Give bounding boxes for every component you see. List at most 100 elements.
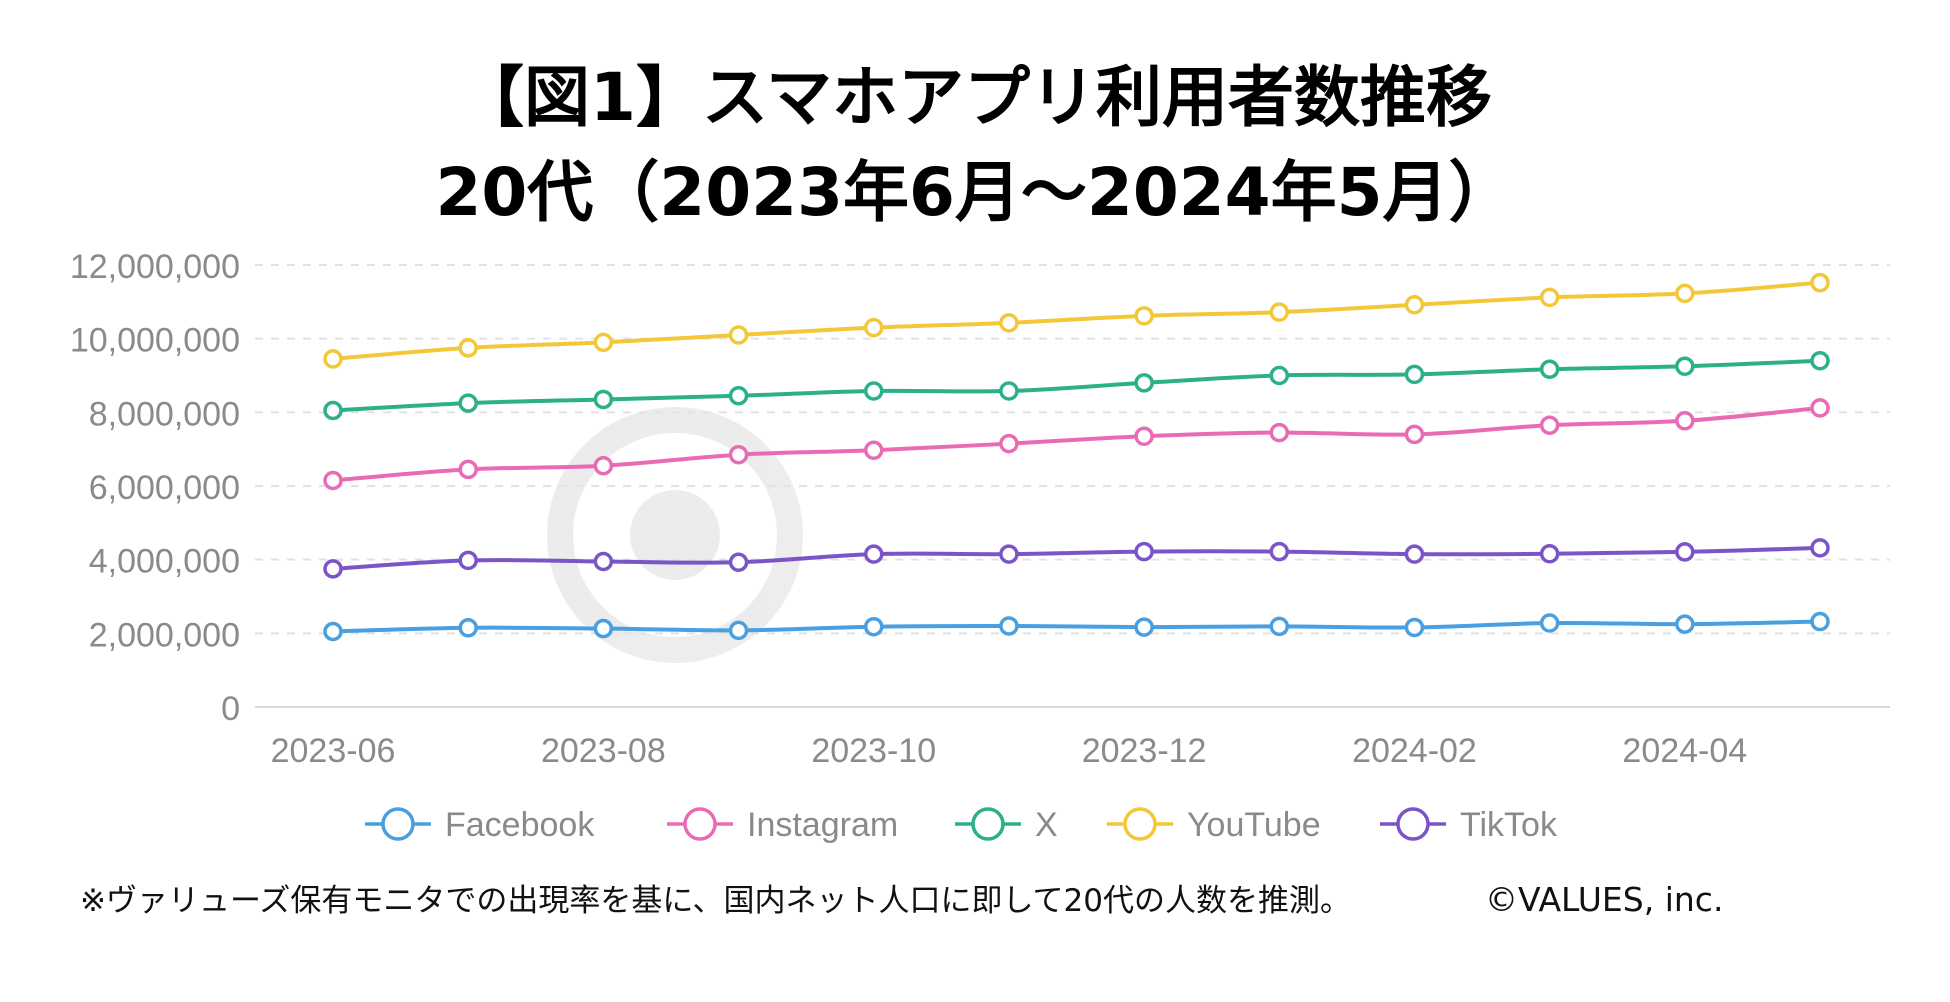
legend-item-tiktok[interactable]: TikTok [1380, 806, 1558, 844]
series-line-instagram [332, 405, 1821, 483]
data-point-x [1269, 365, 1290, 386]
data-point-tiktok [1675, 542, 1695, 562]
data-point-facebook [999, 616, 1019, 636]
data-point-youtube [593, 332, 614, 353]
data-point-tiktok [1269, 541, 1290, 562]
data-point-facebook [1269, 616, 1290, 637]
y-tick-label: 8,000,000 [89, 395, 240, 433]
x-tick-label: 2023-10 [811, 732, 936, 770]
data-point-x [1810, 351, 1830, 371]
series-instagram [323, 398, 1830, 491]
data-point-youtube [323, 349, 343, 369]
data-point-facebook [593, 618, 614, 639]
legend-item-facebook[interactable]: Facebook [365, 806, 595, 844]
data-point-x [1134, 373, 1154, 393]
data-point-instagram [1404, 424, 1425, 445]
legend-item-youtube[interactable]: YouTube [1107, 806, 1321, 844]
copyright: ©VALUES, inc. [1485, 880, 1723, 919]
data-point-instagram [863, 440, 884, 461]
data-point-tiktok [458, 550, 478, 571]
data-point-x [1539, 359, 1560, 379]
data-point-instagram [1539, 415, 1560, 435]
x-tick-label: 2023-12 [1082, 732, 1207, 770]
x-tick-label: 2024-02 [1352, 732, 1477, 770]
legend-label: Facebook [445, 806, 595, 844]
data-point-instagram [999, 433, 1019, 454]
data-point-tiktok [863, 544, 884, 564]
data-point-youtube [999, 313, 1019, 333]
data-point-tiktok [1810, 538, 1830, 558]
data-point-x [1404, 364, 1425, 385]
data-point-youtube [1539, 287, 1560, 308]
data-point-facebook [1675, 614, 1695, 634]
data-point-instagram [593, 455, 614, 476]
data-point-facebook [863, 616, 884, 637]
data-point-instagram [1134, 426, 1154, 447]
footnote: ※ヴァリューズ保有モニタでの出現率を基に、国内ネット人口に即して20代の人数を推… [80, 883, 1351, 919]
data-point-instagram [728, 444, 749, 465]
data-point-tiktok [593, 551, 614, 572]
series-tiktok [323, 538, 1830, 579]
data-point-facebook [1404, 617, 1425, 638]
data-point-facebook [1134, 617, 1154, 637]
y-tick-label: 10,000,000 [70, 322, 240, 360]
data-point-youtube [458, 338, 478, 358]
series-youtube [323, 272, 1830, 369]
legend-item-instagram[interactable]: Instagram [667, 806, 898, 844]
legend-marker-icon [1123, 807, 1157, 841]
data-point-youtube [863, 317, 884, 338]
x-tick-label: 2024-04 [1622, 732, 1747, 770]
x-axis: 2023-06 2023-08 2023-10 2023-12 2024-02 2024-… [271, 732, 1748, 770]
legend-label: TikTok [1460, 806, 1558, 844]
data-point-x [863, 381, 884, 401]
data-point-tiktok [1134, 541, 1154, 562]
data-point-instagram [1810, 398, 1830, 418]
series-line-youtube [332, 280, 1821, 361]
data-point-instagram [1675, 411, 1695, 431]
data-point-x [593, 389, 614, 410]
y-tick-label: 12,000,000 [70, 248, 240, 286]
data-point-facebook [1539, 613, 1560, 633]
data-point-youtube [728, 325, 749, 345]
data-point-youtube [1404, 295, 1425, 315]
data-point-instagram [458, 459, 478, 480]
y-tick-label: 0 [221, 690, 240, 728]
data-point-instagram [323, 470, 343, 491]
data-point-youtube [1269, 302, 1290, 322]
chart-title-line-2: 20代（2023年6月～2024年5月） [435, 154, 1514, 231]
y-tick-label: 6,000,000 [89, 469, 240, 507]
legend-label: Instagram [747, 806, 898, 844]
data-point-tiktok [323, 559, 343, 579]
series-facebook [323, 611, 1830, 642]
data-point-tiktok [1539, 544, 1560, 564]
data-point-tiktok [728, 552, 749, 572]
data-point-facebook [458, 618, 478, 638]
y-tick-label: 4,000,000 [89, 543, 240, 581]
x-tick-label: 2023-06 [271, 732, 396, 770]
grid-lines [255, 264, 1890, 708]
data-point-youtube [1810, 272, 1830, 293]
legend-label: YouTube [1187, 806, 1321, 844]
series-line-x [332, 358, 1821, 413]
legend-marker-icon [1396, 807, 1430, 841]
data-point-tiktok [1404, 544, 1425, 564]
series-line-facebook [332, 619, 1821, 634]
data-point-facebook [1810, 611, 1830, 632]
series-line-tiktok [332, 545, 1821, 571]
legend: Facebook Instagram X YouTube TikTok [365, 806, 1558, 844]
data-point-x [458, 393, 478, 413]
data-point-instagram [1269, 422, 1290, 443]
chart-title-line-1: 【図1】スマホアプリ利用者数推移 [458, 59, 1492, 136]
data-point-tiktok [999, 544, 1019, 564]
legend-marker-icon [381, 807, 415, 841]
legend-label: X [1035, 806, 1058, 844]
data-point-x [323, 400, 343, 421]
data-point-youtube [1675, 283, 1695, 304]
y-axis: 0 2,000,000 4,000,000 6,000,000 8,000,000 10,… [70, 248, 240, 728]
legend-item-x[interactable]: X [955, 806, 1058, 844]
data-point-x [728, 386, 749, 406]
series-x [323, 351, 1830, 421]
data-point-facebook [323, 621, 343, 642]
series-layer [323, 272, 1830, 642]
